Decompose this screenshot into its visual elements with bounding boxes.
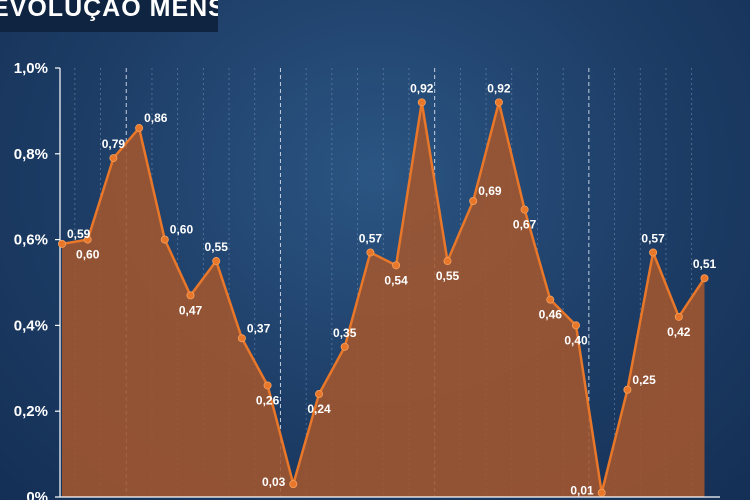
data-point [546, 295, 555, 304]
data-point [263, 381, 272, 390]
data-point [623, 385, 632, 394]
chart-title: EVOLUÇÃO MENSAL [0, 0, 218, 32]
data-point [83, 235, 92, 244]
data-point [469, 196, 478, 205]
data-point [340, 342, 349, 351]
data-label: 0,86 [144, 111, 168, 125]
data-labels: 0,59 0,60 0,79 0,86 0,60 0,47 0,55 0,37 0,26 0,03… [67, 81, 717, 497]
data-label: 0,47 [179, 303, 203, 317]
data-label: 0,92 [410, 81, 434, 95]
data-point [237, 334, 246, 343]
data-label: 0,92 [487, 81, 511, 95]
data-points [58, 98, 709, 497]
data-point [597, 488, 606, 497]
data-point [58, 239, 67, 248]
data-point [392, 261, 401, 270]
data-label: 0,79 [102, 137, 126, 151]
data-label: 0,60 [76, 248, 100, 262]
data-label: 0,24 [307, 402, 331, 416]
y-tick-label: 0% [26, 489, 48, 500]
data-point [494, 98, 503, 107]
data-label: 0,25 [632, 373, 656, 387]
data-label: 0,57 [641, 231, 665, 245]
data-label: 0,03 [262, 475, 286, 489]
data-label: 0,59 [67, 227, 91, 241]
data-label: 0,01 [570, 484, 594, 498]
data-label: 0,54 [384, 273, 408, 287]
area-fill [62, 102, 705, 497]
data-label: 0,67 [513, 218, 537, 232]
data-point [366, 248, 375, 257]
data-point [520, 205, 529, 214]
data-point [314, 390, 323, 399]
data-label: 0,37 [247, 321, 271, 335]
y-tick-label: 0,8% [14, 146, 48, 163]
y-tick-label: 0,6% [14, 232, 48, 249]
y-tick-label: 0,4% [14, 317, 48, 334]
data-label: 0,26 [256, 393, 280, 407]
area-series [61, 101, 706, 497]
y-axis: 0% 0,2% 0,4% 0,6% 0,8% 1,0% [14, 60, 720, 500]
data-label: 0,40 [564, 333, 588, 347]
data-point [572, 321, 581, 330]
data-point [186, 291, 195, 300]
data-point [649, 248, 658, 257]
data-point [417, 98, 426, 107]
series-line [61, 101, 706, 494]
data-label: 0,35 [333, 326, 357, 340]
data-point [700, 274, 709, 283]
data-label: 0,60 [170, 223, 194, 237]
data-point [674, 312, 683, 321]
data-point [212, 257, 221, 266]
data-point [135, 124, 144, 133]
y-tick-label: 1,0% [14, 60, 48, 77]
data-point [443, 257, 452, 266]
data-point [160, 235, 169, 244]
data-label: 0,51 [693, 257, 717, 271]
data-point [289, 480, 298, 489]
data-label: 0,46 [539, 308, 563, 322]
data-label: 0,69 [478, 184, 502, 198]
data-label: 0,42 [667, 325, 691, 339]
data-point [109, 154, 118, 163]
data-label: 0,55 [205, 240, 229, 254]
data-label: 0,55 [436, 269, 460, 283]
y-tick-label: 0,2% [14, 403, 48, 420]
data-label: 0,57 [359, 231, 383, 245]
